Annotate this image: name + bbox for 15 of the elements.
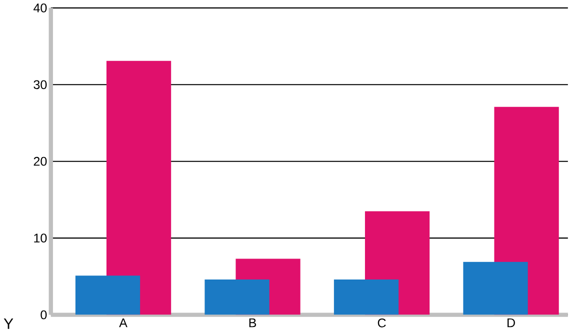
y-tick-label: 30	[34, 80, 47, 89]
x-tick-label: B	[249, 318, 256, 327]
x-tick-label: A	[119, 318, 128, 327]
y-tick-label: 10	[34, 233, 47, 242]
y-axis-title: Y	[4, 318, 14, 329]
bar	[334, 279, 399, 315]
x-tick-label: C	[378, 318, 386, 328]
bar	[204, 279, 270, 315]
bar	[463, 262, 528, 315]
bar	[75, 275, 140, 315]
y-tick-label: 0	[40, 310, 47, 320]
bar	[106, 60, 172, 315]
y-tick-label: 40	[34, 3, 47, 12]
y-tick-label: 20	[34, 156, 47, 166]
x-tick-label: D	[508, 318, 515, 327]
